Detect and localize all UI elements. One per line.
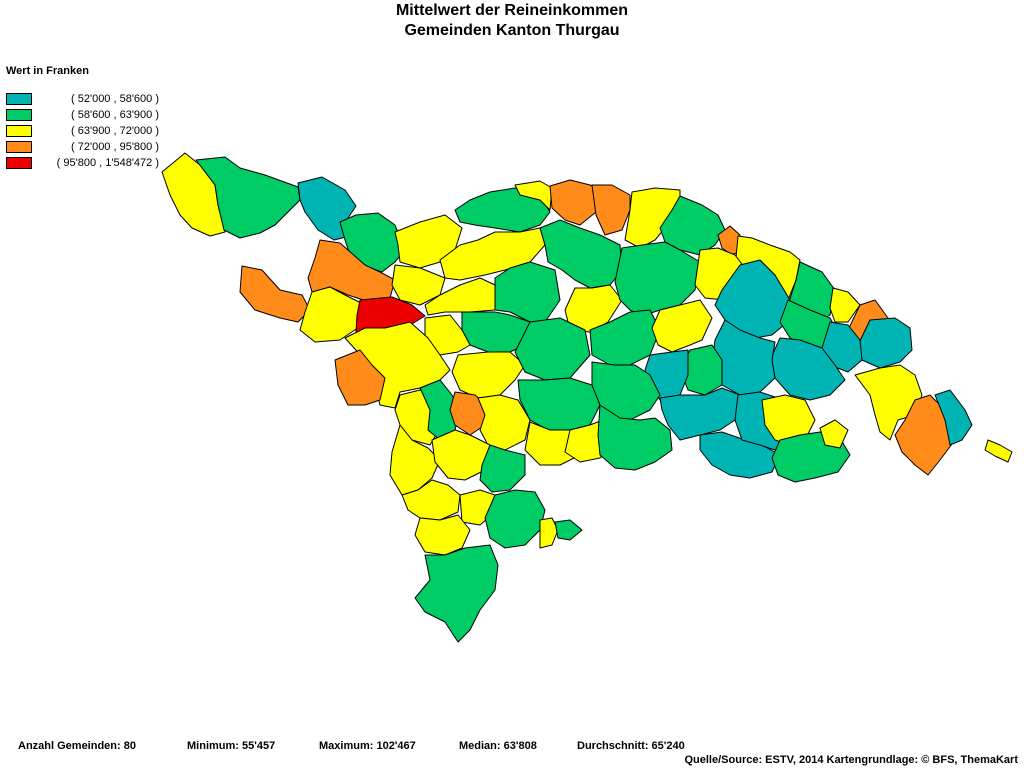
map-title: Mittelwert der Reineinkommen Gemeinden K… — [0, 1, 1024, 41]
municipality-region — [651, 299, 713, 353]
municipality-region — [819, 419, 849, 449]
municipality-region — [391, 264, 446, 306]
municipality-region — [591, 361, 661, 421]
municipality-region — [589, 309, 661, 366]
legend-item: ( 63'900 , 72'000 ) — [6, 124, 159, 140]
legend-label: ( 95'800 , 1'548'472 ) — [56, 157, 159, 169]
map-title-line-1: Mittelwert der Reineinkommen — [395, 2, 629, 19]
legend-heading: Wert in Franken — [6, 65, 89, 77]
legend-label: ( 58'600 , 63'900 ) — [71, 109, 159, 121]
municipality-region — [239, 265, 311, 323]
stat-count: Anzahl Gemeinden: 80 — [18, 740, 136, 752]
legend-item: ( 95'800 , 1'548'472 ) — [6, 156, 159, 172]
municipalities — [161, 152, 1013, 643]
stat-minimum: Minimum: 55'457 — [187, 740, 276, 752]
municipality-region — [659, 387, 741, 441]
municipality-region — [539, 517, 559, 549]
legend-swatch — [6, 109, 32, 121]
stat-maximum: Maximum: 102'467 — [319, 740, 416, 752]
municipality-region — [454, 187, 551, 233]
municipality-region — [624, 187, 681, 249]
municipality-region — [479, 444, 526, 493]
legend-swatch — [6, 125, 32, 137]
municipality-region — [699, 431, 781, 479]
legend-swatch — [6, 141, 32, 153]
source-note: Quelle/Source: ESTV, 2014 Kartengrundlag… — [684, 754, 1018, 766]
legend-label: ( 52'000 , 58'600 ) — [71, 93, 159, 105]
municipality-region — [934, 389, 973, 446]
municipality-region — [389, 424, 441, 496]
legend-item: ( 58'600 , 63'900 ) — [6, 108, 159, 124]
municipality-region — [984, 439, 1013, 463]
municipality-region — [494, 261, 561, 323]
municipality-region — [414, 544, 499, 643]
municipality-region — [564, 284, 623, 333]
municipality-region — [401, 479, 461, 521]
municipality-region — [714, 259, 791, 339]
municipality-region — [299, 286, 366, 343]
municipality-region — [554, 519, 583, 541]
municipality-region — [597, 404, 673, 471]
municipality-region — [829, 287, 861, 323]
municipality-region — [414, 514, 471, 556]
legend-swatch — [6, 93, 32, 105]
legend-item: ( 52'000 , 58'600 ) — [6, 92, 159, 108]
map-title-line-2: Gemeinden Kanton Thurgau — [404, 22, 620, 39]
legend-item: ( 72'000 , 95'800 ) — [6, 140, 159, 156]
stat-mean: Durchschnitt: 65'240 — [577, 740, 685, 752]
municipality-region — [514, 180, 553, 211]
legend-label: ( 72'000 , 95'800 ) — [71, 141, 159, 153]
legend-label: ( 63'900 , 72'000 ) — [71, 125, 159, 137]
municipality-region — [424, 277, 496, 316]
map-legend: Wert in Franken ( 52'000 , 58'600 ) ( 58… — [6, 64, 159, 172]
municipality-region — [334, 349, 386, 406]
municipality-region — [591, 184, 631, 236]
municipality-region — [451, 351, 526, 399]
municipality-region — [484, 489, 546, 549]
stat-median: Median: 63'808 — [459, 740, 537, 752]
legend-swatch — [6, 157, 32, 169]
municipality-region — [195, 156, 301, 239]
municipality-region — [161, 152, 226, 237]
municipality-region — [477, 394, 531, 451]
legend-list: ( 52'000 , 58'600 ) ( 58'600 , 63'900 ) … — [6, 92, 159, 172]
